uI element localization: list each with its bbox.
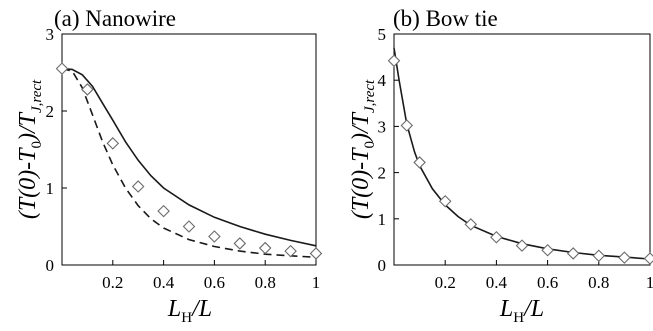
x-tick-label: 0.8 xyxy=(255,273,276,292)
plot-frame xyxy=(393,33,651,266)
data-point-diamond xyxy=(592,249,606,263)
data-point-diamond xyxy=(566,247,580,260)
data-point-diamond xyxy=(208,230,221,243)
y-tick-label: 5 xyxy=(378,25,387,44)
data-point-diamond xyxy=(387,54,401,68)
y-tick-label: 0 xyxy=(46,256,55,275)
data-point-diamond xyxy=(106,137,120,150)
x-tick-label: 0.8 xyxy=(588,273,609,292)
panel-b: (b) Bow tie 0 1 2 3 4 5 0.2 0.4 0.6 0.8 1 LH/L (T(0)-… xyxy=(348,6,653,326)
data-point-diamond xyxy=(182,220,196,233)
data-point-diamond xyxy=(400,119,414,132)
data-point-diamond xyxy=(131,180,145,193)
x-tick-label: 0.4 xyxy=(486,273,508,292)
x-tick-label: 0.6 xyxy=(204,273,225,292)
data-point-diamond xyxy=(284,244,297,258)
panel-title: (b) Bow tie xyxy=(393,6,498,31)
y-tick-label: 0 xyxy=(378,256,387,275)
series-line-solid xyxy=(393,47,651,260)
data-point-diamond xyxy=(157,204,170,218)
plot-frame xyxy=(61,33,317,266)
data-point-diamond xyxy=(233,237,247,250)
data-point-diamond xyxy=(438,194,452,208)
x-axis-label: LH/L xyxy=(499,296,544,326)
x-tick-label: 0.2 xyxy=(435,273,456,292)
y-tick-label: 3 xyxy=(46,25,55,44)
series-line-solid xyxy=(61,67,317,247)
x-tick-label: 0.6 xyxy=(537,273,558,292)
data-point-diamond xyxy=(55,62,69,75)
data-point-diamond xyxy=(413,156,426,169)
x-tick-label: 0.4 xyxy=(153,273,175,292)
y-tick-label: 2 xyxy=(378,164,387,183)
data-point-diamond xyxy=(81,83,94,96)
data-point-diamond xyxy=(618,251,631,264)
y-axis-label: (T(0)-T0)/TJ,rect xyxy=(348,79,378,219)
data-point-diamond xyxy=(258,241,272,255)
x-tick-label: 1 xyxy=(646,273,653,292)
y-tick-label: 3 xyxy=(378,117,387,136)
x-axis-label: LH/L xyxy=(167,296,212,326)
y-tick-label: 1 xyxy=(378,210,387,229)
y-tick-label: 4 xyxy=(378,71,387,90)
x-tick-label: 0.2 xyxy=(102,273,123,292)
data-point-diamond xyxy=(643,252,653,265)
y-axis-label: (T(0)-T0)/TJ,rect xyxy=(15,79,45,219)
data-point-diamond xyxy=(490,231,503,244)
data-point-diamond xyxy=(541,243,554,257)
x-tick-label: 1 xyxy=(312,273,321,292)
y-tick-label: 1 xyxy=(46,179,55,198)
panel-a: (a) Nanowire 0 1 2 3 0.2 0.4 0.6 0.8 1 LH/L (T(0)-T… xyxy=(15,6,323,326)
data-point-diamond xyxy=(464,218,478,231)
y-tick-label: 2 xyxy=(46,102,55,121)
data-point-diamond xyxy=(309,247,323,260)
data-point-diamond xyxy=(515,239,529,252)
panel-title: (a) Nanowire xyxy=(54,6,176,31)
series-line-dashed xyxy=(61,67,317,259)
